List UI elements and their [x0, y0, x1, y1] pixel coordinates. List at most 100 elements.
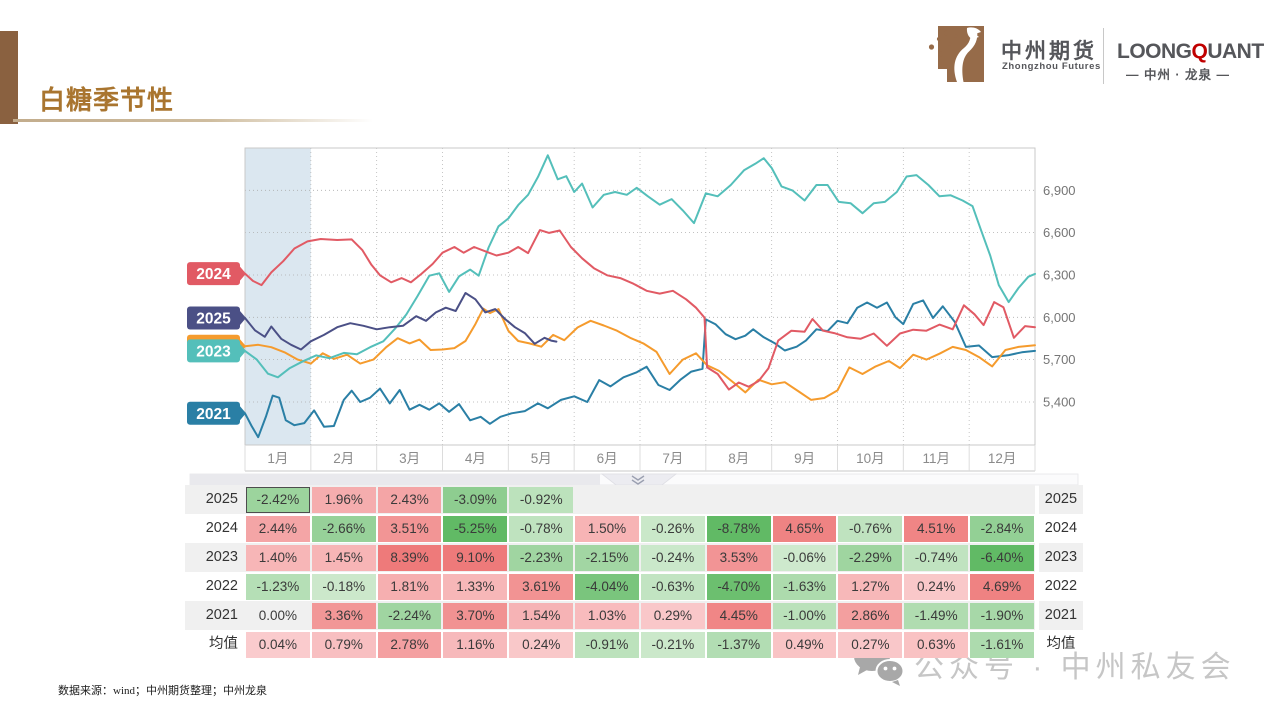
x-axis-label: 11月 [922, 451, 950, 466]
x-axis-label: 4月 [465, 451, 486, 466]
table-cell[interactable]: -1.63% [772, 572, 838, 601]
loongquant-logo-subtext: — 中州 · 龙泉 — [1125, 68, 1231, 82]
table-cell[interactable] [705, 485, 772, 514]
x-axis-label: 10月 [856, 451, 885, 466]
x-axis-label: 12月 [988, 451, 1017, 466]
table-cell[interactable]: 0.24% [903, 572, 969, 601]
table-cell[interactable]: -3.09% [442, 485, 509, 514]
table-cell[interactable]: -0.76% [837, 514, 903, 543]
legend-tag-2025[interactable]: 2025 [187, 306, 246, 330]
table-cell[interactable]: 4.51% [903, 514, 969, 543]
table-cell[interactable]: 2.86% [837, 601, 904, 630]
table-cell[interactable] [574, 485, 640, 514]
seasonality-table: 2025 -2.42% 1.96% 2.43% -3.09% -0.92% 2025 2024… [185, 485, 1083, 659]
table-cell[interactable]: -1.00% [771, 601, 838, 630]
table-cell[interactable]: 1.03% [574, 601, 640, 630]
table-cell[interactable]: -4.70% [706, 572, 772, 601]
legend-tag-2021[interactable]: 2021 [187, 401, 246, 425]
seasonality-chart[interactable]: 5,400 5,700 6,000 6,300 6,600 6,900 2024 2025 20… [185, 140, 1090, 490]
table-cell[interactable]: 0.29% [639, 601, 706, 630]
table-cell[interactable]: 1.27% [837, 572, 903, 601]
table-cell[interactable]: 2.44% [245, 514, 311, 543]
table-cell[interactable]: -1.49% [903, 601, 970, 630]
row-label-left: 均值 [209, 636, 238, 652]
table-cell[interactable]: -2.42% [245, 485, 311, 514]
table-cell[interactable]: -1.90% [969, 601, 1035, 630]
table-cell[interactable]: -0.78% [508, 514, 574, 543]
svg-text:2021: 2021 [196, 406, 231, 423]
table-cell[interactable]: -4.04% [574, 572, 640, 601]
table-cell[interactable]: 1.45% [310, 543, 377, 572]
table-cell[interactable]: 1.96% [310, 485, 377, 514]
table-cell[interactable]: 3.61% [508, 572, 574, 601]
table-cell[interactable]: 3.36% [310, 601, 377, 630]
y-axis-label: 5,700 [1043, 352, 1076, 367]
table-cell[interactable]: 2.78% [377, 630, 443, 659]
table-cell[interactable]: -0.24% [639, 543, 706, 572]
loongquant-logo-text: LOONGQUANT [1117, 40, 1264, 64]
table-cell[interactable]: 0.27% [837, 630, 903, 659]
table-cell[interactable]: 0.49% [772, 630, 838, 659]
table-cell[interactable]: -1.23% [245, 572, 311, 601]
table-cell[interactable]: 4.45% [705, 601, 772, 630]
table-cell[interactable]: 1.16% [442, 630, 508, 659]
table-cell[interactable]: -6.40% [969, 543, 1035, 572]
table-cell[interactable]: -0.74% [903, 543, 970, 572]
table-cell[interactable]: 4.69% [969, 572, 1035, 601]
table-cell[interactable]: -0.91% [574, 630, 640, 659]
table-cell[interactable] [969, 485, 1035, 514]
row-label-left: 2021 [185, 601, 245, 630]
table-cell[interactable]: 3.53% [705, 543, 772, 572]
data-source-note: 数据来源：wind；中州期货整理；中州龙泉 [58, 685, 267, 697]
table-cell[interactable]: 0.24% [508, 630, 574, 659]
table-cell[interactable]: 0.63% [903, 630, 969, 659]
table-cell[interactable]: -0.06% [771, 543, 838, 572]
table-cell[interactable]: 4.65% [772, 514, 838, 543]
legend-tag-2024[interactable]: 2024 [187, 262, 246, 286]
y-axis-label: 5,400 [1043, 394, 1076, 409]
table-cell[interactable]: -2.24% [376, 601, 443, 630]
table-cell[interactable]: -0.92% [508, 485, 575, 514]
zhongzhou-logo-text: 中州期货 [1001, 40, 1097, 63]
zoom-slider-range[interactable] [190, 474, 600, 485]
table-cell[interactable]: 0.04% [245, 630, 311, 659]
svg-text:2024: 2024 [196, 266, 231, 283]
table-cell[interactable]: 1.54% [508, 601, 575, 630]
table-cell[interactable]: 9.10% [442, 543, 509, 572]
table-cell[interactable]: -2.23% [508, 543, 575, 572]
table-cell[interactable]: -8.78% [706, 514, 772, 543]
table-cell[interactable]: -0.21% [640, 630, 706, 659]
table-cell[interactable]: -0.26% [640, 514, 706, 543]
table-cell[interactable] [771, 485, 838, 514]
table-cell[interactable] [903, 485, 970, 514]
table-cell[interactable]: 1.33% [442, 572, 508, 601]
legend-tag-2023[interactable]: 2023 [187, 339, 246, 363]
table-cell[interactable]: 0.79% [311, 630, 377, 659]
series-line-2022 [244, 307, 1036, 401]
table-cell[interactable]: -0.18% [311, 572, 377, 601]
table-cell[interactable] [639, 485, 706, 514]
table-cell[interactable]: 1.81% [377, 572, 443, 601]
row-label-right: 2025 [1038, 485, 1083, 514]
table-cell[interactable]: -0.63% [640, 572, 706, 601]
table-cell[interactable]: -1.61% [969, 630, 1035, 659]
table-cell[interactable]: 3.70% [442, 601, 509, 630]
seasonality-chart-svg[interactable]: 5,400 5,700 6,000 6,300 6,600 6,900 2024 2025 20… [185, 140, 1090, 490]
table-cell[interactable]: 3.51% [377, 514, 443, 543]
table-cell[interactable]: -2.66% [311, 514, 377, 543]
table-cell[interactable]: -2.29% [837, 543, 904, 572]
table-cell[interactable]: 1.40% [245, 543, 311, 572]
table-cell[interactable]: -2.15% [574, 543, 640, 572]
table-cell[interactable]: -1.37% [706, 630, 772, 659]
svg-text:2023: 2023 [196, 343, 231, 360]
row-label-right: 均值 [1046, 636, 1076, 652]
table-cell[interactable]: 0.00% [245, 601, 311, 630]
y-axis-label: 6,900 [1043, 183, 1076, 198]
table-cell[interactable]: 1.50% [574, 514, 640, 543]
x-axis-label: 8月 [728, 451, 749, 466]
table-cell[interactable]: 2.43% [376, 485, 443, 514]
table-cell[interactable] [837, 485, 904, 514]
table-cell[interactable]: -5.25% [442, 514, 508, 543]
table-cell[interactable]: 8.39% [376, 543, 443, 572]
table-cell[interactable]: -2.84% [969, 514, 1035, 543]
